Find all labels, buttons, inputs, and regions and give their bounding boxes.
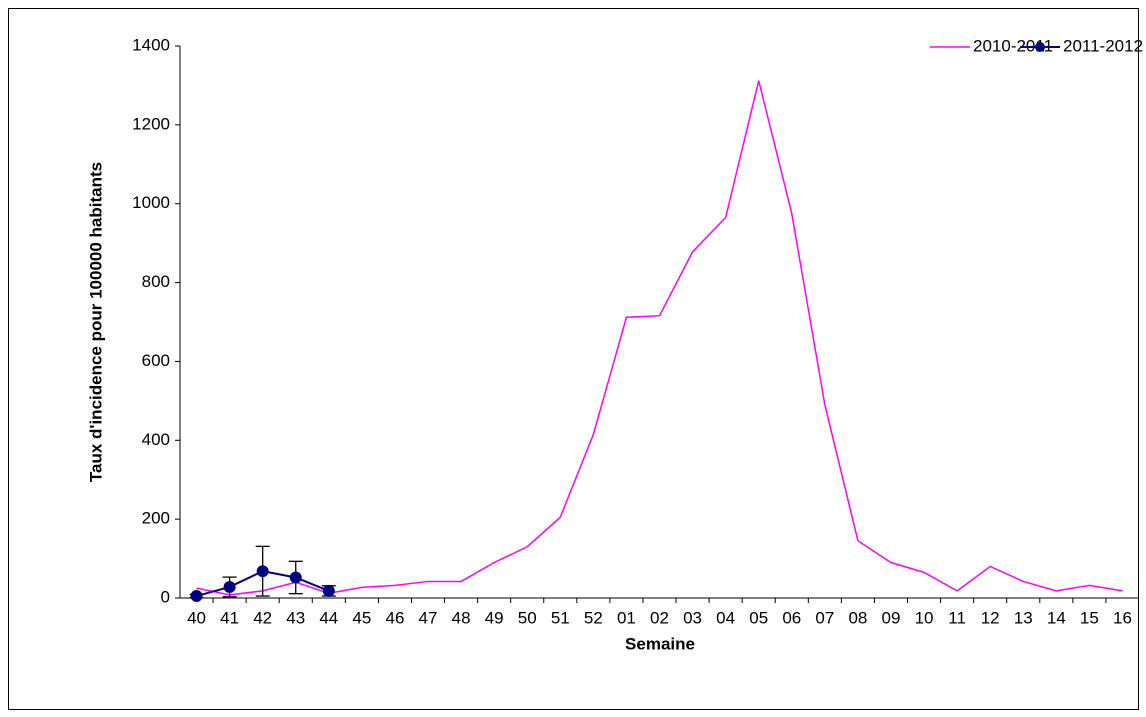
point (256, 565, 269, 578)
y-tick-label: 400 (142, 430, 170, 449)
point (190, 590, 203, 603)
x-tick-label: 09 (882, 608, 901, 627)
x-tick-label: 06 (782, 608, 801, 627)
y-tick-label: 200 (142, 509, 170, 528)
x-tick-label: 47 (419, 608, 438, 627)
x-tick-label: 04 (716, 608, 735, 627)
x-tick-label: 02 (650, 608, 669, 627)
x-tick-label: 42 (253, 608, 272, 627)
point (322, 584, 335, 597)
x-tick-label: 15 (1080, 608, 1099, 627)
x-tick-label: 07 (815, 608, 834, 627)
series-line (196, 80, 1123, 596)
x-axis-title: Semaine (625, 634, 695, 653)
x-tick-label: 51 (551, 608, 570, 627)
y-tick-label: 800 (142, 272, 170, 291)
y-tick-label: 600 (142, 351, 170, 370)
x-tick-label: 52 (584, 608, 603, 627)
x-tick-label: 03 (683, 608, 702, 627)
legend-label: 2011-2012 (1063, 36, 1143, 55)
y-tick-label: 1000 (132, 193, 170, 212)
y-tick-label: 0 (161, 587, 170, 606)
point (289, 571, 302, 584)
x-tick-label: 41 (220, 608, 239, 627)
x-tick-label: 50 (518, 608, 537, 627)
x-tick-label: 46 (385, 608, 404, 627)
y-axis-title: Taux d'incidence pour 100000 habitants (86, 162, 105, 482)
x-tick-label: 43 (286, 608, 305, 627)
chart-border (8, 8, 1139, 710)
x-tick-label: 40 (187, 608, 206, 627)
y-tick-label: 1200 (132, 114, 170, 133)
x-tick-label: 48 (452, 608, 471, 627)
x-tick-label: 49 (485, 608, 504, 627)
x-tick-label: 12 (981, 608, 1000, 627)
x-tick-label: 05 (749, 608, 768, 627)
x-tick-label: 11 (948, 608, 966, 627)
legend-marker (1035, 42, 1045, 52)
legend-label: 2010-2011 (973, 36, 1053, 55)
y-tick-label: 1400 (132, 35, 170, 54)
point (223, 580, 236, 593)
x-tick-label: 14 (1047, 608, 1066, 627)
x-tick-label: 45 (352, 608, 371, 627)
x-tick-label: 08 (848, 608, 867, 627)
x-tick-label: 16 (1113, 608, 1132, 627)
x-tick-label: 10 (915, 608, 934, 627)
x-tick-label: 01 (617, 608, 636, 627)
x-tick-label: 44 (319, 608, 338, 627)
x-tick-label: 13 (1014, 608, 1033, 627)
